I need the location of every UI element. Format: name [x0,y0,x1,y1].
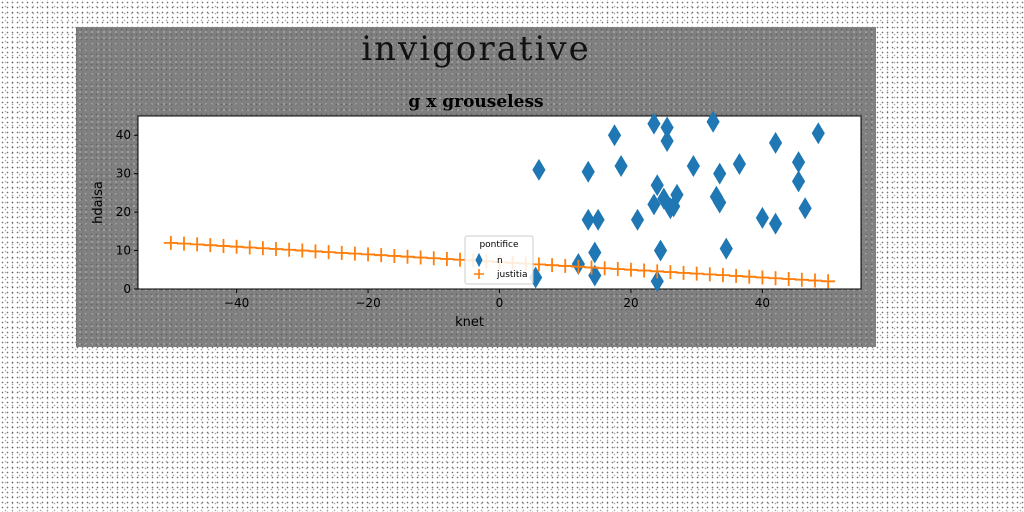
data-point-justitia [821,274,836,289]
data-point-justitia [242,240,257,255]
data-point-justitia [269,242,284,257]
data-point-n [532,158,546,181]
scatter-chart: g x grouseless −40 −20 0 20 40 0 10 20 30 40 knet hd… [91,92,862,330]
data-point-justitia [203,238,218,253]
data-point-justitia [439,252,454,267]
data-point-justitia [387,248,402,263]
data-point-n [650,270,664,293]
data-point-n [581,208,595,231]
x-tick-label: −40 [224,296,249,310]
data-point-justitia [321,245,336,260]
data-point-justitia [742,269,757,284]
data-point-n [706,110,720,133]
data-point-n [719,237,733,260]
data-point-justitia [531,257,546,272]
x-tick-label: 20 [623,296,638,310]
data-point-justitia [229,239,244,254]
data-point-n [591,208,605,231]
data-point-justitia [584,260,599,275]
data-point-n [650,174,664,197]
data-point-justitia [295,243,310,258]
data-point-n [581,160,595,183]
data-point-n [588,241,602,264]
data-point-justitia [768,271,783,286]
figure-suptitle: invigorative [361,29,591,69]
data-point-justitia [571,259,586,274]
data-point-n [660,130,674,152]
x-tick-label: 0 [496,296,504,310]
data-point-justitia [689,266,704,281]
data-point-justitia [347,246,362,261]
data-point-n [670,183,684,206]
data-point-justitia [374,248,389,263]
data-point-justitia [190,237,205,252]
legend-marker-n [475,252,483,268]
data-point-justitia [610,262,625,277]
data-point-justitia [597,261,612,276]
data-point-n [630,208,645,231]
data-point-justitia [650,264,665,279]
data-point-justitia [663,265,678,280]
y-tick-label: 0 [123,282,131,296]
x-axis-label: knet [455,315,484,330]
y-axis-label: hdaisa [91,181,106,224]
data-point-n [811,122,825,145]
data-point-n [686,155,700,177]
legend-marker-justitia [474,269,484,279]
y-tick-label: 10 [116,244,131,258]
legend-label-n: n [497,256,503,266]
legend-label-justitia: justitia [496,270,527,280]
data-point-justitia [702,267,717,282]
y-tick-label: 40 [116,128,131,142]
data-point-justitia [163,235,178,250]
data-point-justitia [255,241,270,256]
data-point-justitia [308,244,323,259]
data-point-justitia [623,262,638,277]
y-tick-label: 30 [116,167,131,181]
data-point-n [614,155,628,177]
data-point-n [647,112,661,135]
data-point-justitia [715,268,730,283]
data-point-n [791,170,806,193]
legend-box [464,235,534,285]
data-point-justitia [334,245,349,260]
legend-title: pontifice [479,240,519,250]
data-point-justitia [781,272,796,287]
data-point-n [713,162,727,185]
data-point-justitia [282,242,297,257]
data-point-justitia [794,272,809,287]
data-point-justitia [177,236,192,251]
data-point-n [657,187,671,210]
y-tick-label: 20 [116,205,131,219]
x-tick-label: −20 [355,296,380,310]
data-point-justitia [426,251,441,266]
data-point-justitia [400,249,415,264]
data-point-justitia [755,270,770,285]
data-point-n [768,131,783,154]
data-point-justitia [545,258,560,273]
data-point-justitia [361,247,376,262]
data-point-n [713,191,727,214]
data-point-justitia [413,250,428,265]
figure-panel: invigorative g x grouseless −40 −20 0 20 40 0 1… [76,27,876,347]
data-point-justitia [807,273,822,288]
data-point-n [732,153,746,176]
chart-title: g x grouseless [408,92,543,112]
data-point-justitia [676,265,691,280]
data-point-justitia [216,238,231,253]
data-point-justitia [637,263,652,278]
data-point-n [768,212,783,235]
data-point-n [607,124,622,147]
x-tick-label: 40 [755,296,770,310]
data-point-n [755,206,769,229]
data-point-justitia [729,268,744,283]
data-point-n [798,197,812,220]
data-point-n [653,239,668,262]
data-point-n [647,193,661,216]
data-point-justitia [558,258,573,273]
